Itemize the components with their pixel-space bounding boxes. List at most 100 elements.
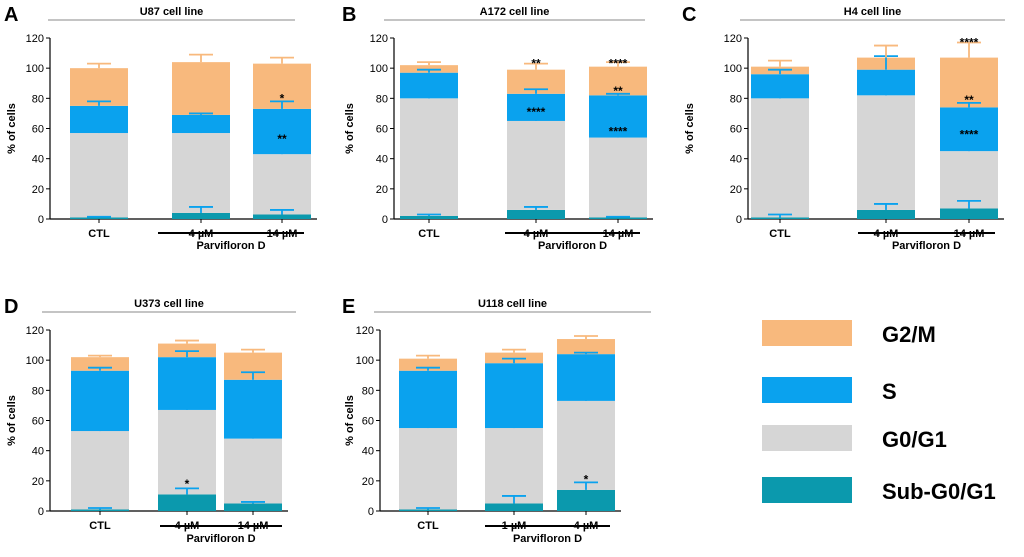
bar-s (589, 95, 647, 138)
x-tick-label: CTL (418, 228, 440, 240)
bar-s (485, 363, 543, 429)
y-tick-label: 40 (376, 154, 388, 166)
y-tick-label: 120 (26, 33, 44, 45)
chart-title: U118 cell line (478, 298, 547, 310)
treatment-label: Parvifloron D (513, 533, 582, 545)
x-tick-label: CTL (769, 228, 791, 240)
legend-swatch-g2m (762, 320, 852, 346)
panel-letter: E (342, 296, 355, 318)
bar-subg0g1 (70, 217, 128, 219)
bar-s (158, 357, 216, 410)
bar-g0g1 (507, 120, 565, 210)
significance-label: ** (531, 57, 541, 71)
y-tick-label: 20 (730, 184, 742, 196)
y-tick-label: 20 (32, 184, 44, 196)
x-tick-label: CTL (88, 228, 110, 240)
bar-subg0g1 (857, 209, 915, 219)
y-tick-label: 20 (376, 184, 388, 196)
y-axis-label: % of cells (344, 103, 356, 154)
bar-g0g1 (557, 400, 615, 490)
bar-g0g1 (158, 409, 216, 495)
panel-letter: B (342, 4, 356, 26)
y-tick-label: 0 (736, 214, 742, 226)
y-tick-label: 80 (730, 93, 742, 105)
y-tick-label: 100 (26, 63, 44, 75)
significance-label: * (584, 472, 589, 486)
significance-label: **** (609, 125, 628, 139)
treatment-label: Parvifloron D (892, 240, 961, 252)
x-tick-label: CTL (89, 520, 111, 532)
bar-s (400, 72, 458, 99)
bar-subg0g1 (557, 489, 615, 511)
y-tick-label: 60 (32, 124, 44, 136)
y-axis-label: % of cells (684, 103, 696, 154)
bar-s (172, 114, 230, 134)
bar-s (71, 370, 129, 432)
bar-s (224, 379, 282, 439)
panel-A: A U87 cell line % of cells 0 20 40 60 80 100 120 C… (4, 4, 317, 252)
legend-swatch-subg0g1 (762, 477, 852, 503)
treatment-label: Parvifloron D (186, 533, 255, 545)
bar-g2m (399, 358, 457, 371)
y-tick-label: 0 (38, 214, 44, 226)
chart-title: H4 cell line (844, 6, 901, 18)
y-tick-label: 100 (356, 355, 374, 367)
legend-label-g2m: G2/M (882, 322, 936, 347)
y-tick-label: 20 (32, 476, 44, 488)
panel-letter: C (682, 4, 696, 26)
chart-title: U87 cell line (140, 6, 204, 18)
treatment-label: Parvifloron D (538, 240, 607, 252)
bar-s (399, 370, 457, 429)
y-tick-label: 100 (724, 63, 742, 75)
bar-g0g1 (399, 428, 457, 510)
panel-D: D U373 cell line % of cells 0 20 40 60 80 100 120… (4, 296, 296, 545)
bar-subg0g1 (172, 212, 230, 219)
significance-label: * (185, 477, 190, 491)
significance-label: **** (527, 105, 546, 119)
bar-subg0g1 (485, 503, 543, 511)
y-tick-label: 60 (362, 416, 374, 428)
y-tick-label: 80 (32, 93, 44, 105)
y-tick-label: 80 (362, 385, 374, 397)
bar-g2m (589, 66, 647, 96)
y-tick-label: 0 (368, 506, 374, 518)
y-tick-label: 40 (730, 154, 742, 166)
legend-label-s: S (882, 379, 897, 404)
y-tick-label: 120 (26, 325, 44, 337)
y-tick-label: 100 (26, 355, 44, 367)
y-tick-label: 60 (730, 124, 742, 136)
x-tick-label: CTL (417, 520, 439, 532)
significance-label: ** (277, 132, 287, 146)
legend-label-subg0g1: Sub-G0/G1 (882, 479, 996, 504)
y-tick-label: 120 (370, 33, 388, 45)
y-axis-label: % of cells (6, 103, 18, 154)
significance-label: **** (960, 36, 979, 50)
y-tick-label: 120 (356, 325, 374, 337)
panel-E: E U118 cell line % of cells 0 20 40 60 80 100 120… (342, 296, 651, 545)
bar-g2m (557, 339, 615, 355)
y-tick-label: 40 (32, 446, 44, 458)
bar-g0g1 (485, 428, 543, 504)
bar-g0g1 (253, 154, 311, 215)
y-axis-label: % of cells (344, 395, 356, 446)
bar-g0g1 (224, 438, 282, 504)
bar-g0g1 (940, 151, 998, 209)
panel-C: C H4 cell line % of cells 0 20 40 60 80 100 120 CT… (682, 4, 1005, 252)
y-tick-label: 60 (376, 124, 388, 136)
bar-g0g1 (589, 137, 647, 218)
bar-g0g1 (400, 98, 458, 216)
bar-subg0g1 (507, 209, 565, 219)
bar-g2m (172, 62, 230, 115)
bar-subg0g1 (940, 208, 998, 219)
chart-title: U373 cell line (134, 298, 204, 310)
bar-subg0g1 (224, 503, 282, 511)
y-tick-label: 40 (32, 154, 44, 166)
panels: A U87 cell line % of cells 0 20 40 60 80 100 120 C… (4, 4, 1005, 545)
chart-title: A172 cell line (480, 6, 550, 18)
panel-B: B A172 cell line % of cells 0 20 40 60 80 100 120… (342, 4, 653, 252)
bar-g0g1 (172, 133, 230, 213)
y-tick-label: 100 (370, 63, 388, 75)
panel-letter: A (4, 4, 18, 26)
y-tick-label: 0 (38, 506, 44, 518)
